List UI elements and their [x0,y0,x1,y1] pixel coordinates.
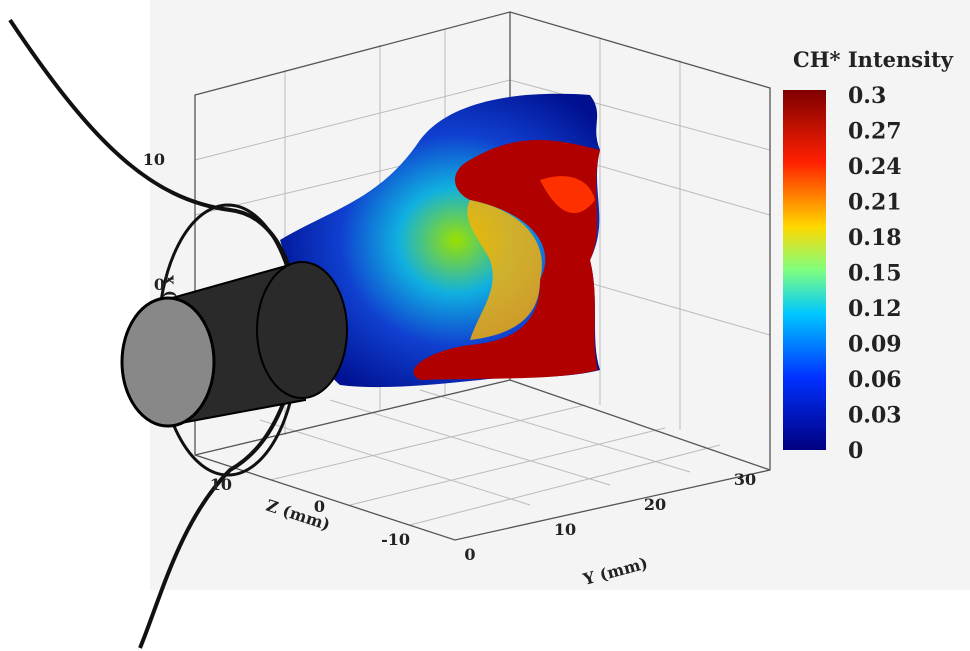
z-tick: -10 [381,530,410,549]
z-tick: 0 [314,497,325,516]
flame [280,93,600,388]
colorbar-labels: 0.3 0.27 0.24 0.21 0.18 0.15 0.12 0.09 0.06 0.03 0 [848,83,902,464]
y-tick: 30 [734,470,756,489]
y-tick: 0 [464,545,475,564]
nozzle [120,260,348,428]
colorbar-label: 0.21 [848,190,902,216]
colorbar-label: 0 [848,438,863,464]
y-tick: 10 [554,520,576,539]
x-tick: 10 [143,150,165,169]
colorbar-label: 0.03 [848,403,902,429]
colorbar-label: 0.18 [848,225,902,251]
colorbar [783,90,826,450]
x-tick: 0 [154,275,165,294]
z-tick: 10 [210,475,232,494]
colorbar-label: 0.3 [848,83,886,109]
colorbar-title: CH* Intensity [793,47,954,72]
colorbar-label: 0.06 [848,367,902,393]
colorbar-label: 0.27 [848,119,902,145]
y-tick: 20 [644,495,666,514]
colorbar-label: 0.12 [848,296,902,322]
colorbar-label: 0.15 [848,261,902,287]
colorbar-label: 0.24 [848,154,902,180]
colorbar-label: 0.09 [848,332,902,358]
